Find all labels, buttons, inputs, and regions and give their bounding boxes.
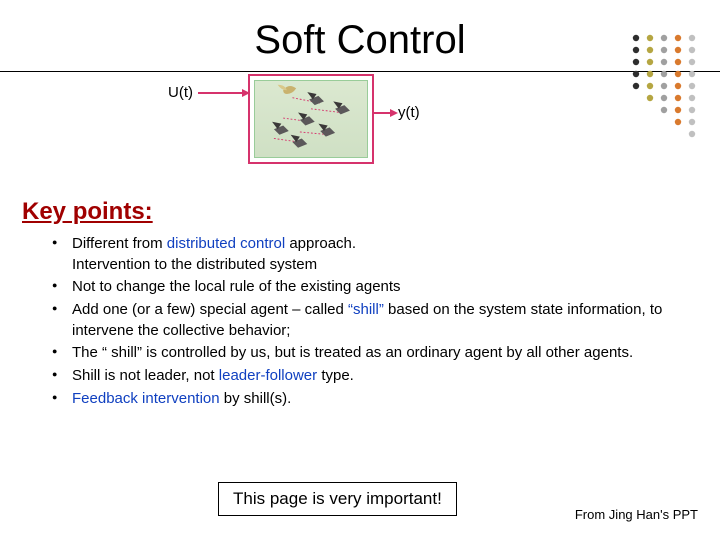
- input-arrow-icon: [198, 88, 250, 98]
- page-title: Soft Control: [0, 0, 720, 63]
- list-item: Feedback intervention by shill(s).: [52, 389, 680, 410]
- highlight-text: distributed control: [167, 235, 285, 252]
- birds-illustration-icon: [255, 81, 367, 157]
- list-item: Add one (or a few) special agent – calle…: [52, 300, 680, 341]
- section-heading: Key points:: [22, 198, 720, 226]
- list-item: Different from distributed control appro…: [52, 234, 680, 275]
- diagram-area: U(t): [0, 72, 720, 192]
- list-item: Shill is not leader, not leader-follower…: [52, 366, 680, 387]
- key-points-list: Different from distributed control appro…: [52, 234, 680, 410]
- highlight-text: “shill”: [348, 301, 384, 318]
- list-item: Not to change the local rule of the exis…: [52, 277, 680, 298]
- system-box-inner: [254, 80, 368, 158]
- output-label: y(t): [398, 104, 420, 121]
- input-label: U(t): [168, 84, 193, 101]
- highlight-text: leader-follower: [219, 367, 317, 384]
- list-item: The “ shill” is controlled by us, but is…: [52, 343, 680, 364]
- highlight-text: Feedback intervention: [72, 390, 220, 407]
- output-arrow-icon: [372, 108, 398, 118]
- corner-dot-decoration: [622, 30, 712, 170]
- attribution-text: From Jing Han's PPT: [575, 507, 698, 522]
- important-callout: This page is very important!: [218, 482, 457, 516]
- system-box: [248, 74, 374, 164]
